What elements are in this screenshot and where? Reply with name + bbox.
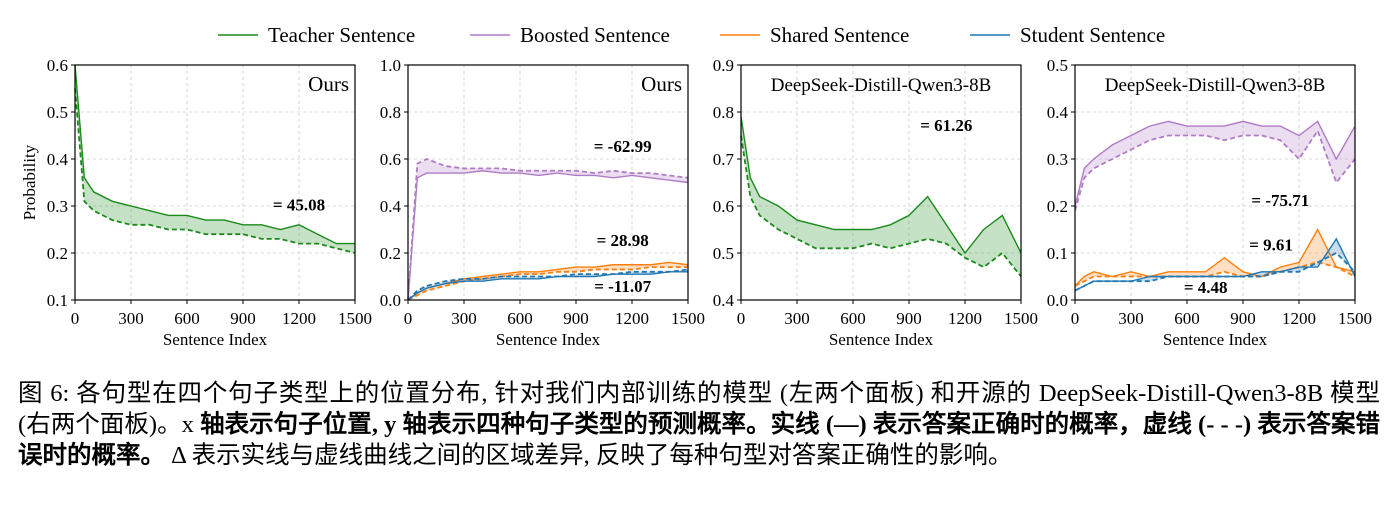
y-tick-label: 0.8 — [713, 103, 734, 122]
y-tick-label: 0.3 — [47, 197, 68, 216]
x-tick-label: 300 — [451, 309, 477, 328]
x-axis-label: Sentence Index — [1163, 330, 1268, 349]
series-student-sentence — [407, 268, 689, 301]
x-tick-label: 300 — [784, 309, 810, 328]
x-tick-label: 600 — [1174, 309, 1200, 328]
y-tick-label: 0.7 — [713, 150, 735, 169]
panel-3: 0.4 0.5 0.6 0.7 0.8 0.9 0 300 600 900 1200 1500 Deep… — [713, 56, 1038, 349]
incorrect-line — [74, 88, 356, 254]
y-tick-label: 0.6 — [380, 150, 401, 169]
delta-annotation: = 61.26 — [920, 116, 972, 135]
panel-1: 0.1 0.2 0.3 0.4 0.5 0.6 0 300 600 900 1200 1500 Ours… — [20, 56, 372, 349]
delta-annotation: = 28.98 — [597, 231, 649, 250]
y-tick-label: 1.0 — [380, 56, 401, 75]
series-teacher-sentence — [740, 116, 1022, 278]
delta-annotation: = -62.99 — [594, 137, 652, 156]
incorrect-line — [1074, 128, 1356, 211]
legend-label: Teacher Sentence — [268, 23, 415, 47]
delta-annotation: = 4.48 — [1184, 278, 1228, 297]
figure: Teacher Sentence Boosted Sentence Shared S… — [20, 23, 1372, 349]
x-tick-label: 900 — [563, 309, 589, 328]
y-tick-label: 0.0 — [1047, 291, 1068, 310]
x-tick-label: 300 — [118, 309, 144, 328]
y-tick-label: 0.5 — [47, 103, 68, 122]
y-tick-label: 0.1 — [47, 291, 68, 310]
x-tick-label: 600 — [507, 309, 533, 328]
delta-annotation: = 9.61 — [1249, 236, 1293, 255]
x-axis-label: Sentence Index — [829, 330, 934, 349]
x-axis-label: Sentence Index — [496, 330, 601, 349]
y-axis-label: Probability — [20, 144, 39, 220]
x-tick-label: 1200 — [948, 309, 982, 328]
x-tick-label: 1200 — [615, 309, 649, 328]
x-tick-label: 600 — [174, 309, 200, 328]
panel-title: DeepSeek-Distill-Qwen3-8B — [771, 75, 992, 96]
plot-frame — [74, 64, 356, 301]
plot-frame — [1074, 64, 1356, 301]
x-tick-label: 1500 — [1004, 309, 1038, 328]
delta-area — [741, 116, 1021, 277]
y-tick-label: 0.9 — [713, 56, 734, 75]
incorrect-line — [740, 135, 1022, 278]
legend-item: Teacher Sentence — [218, 23, 415, 47]
figure-caption: 图 6: 各句型在四个句子类型上的位置分布, 针对我们内部训练的模型 (左两个面… — [18, 378, 1380, 471]
caption-segment: Δ 表示实线与虚线曲线之间的区域差异, 反映了每种句型对答案正确性的影响。 — [165, 442, 1013, 469]
y-tick-label: 0.6 — [47, 56, 68, 75]
y-tick-label: 0.5 — [713, 244, 734, 263]
y-tick-label: 0.6 — [713, 197, 734, 216]
y-tick-label: 0.4 — [47, 150, 69, 169]
x-tick-label: 1500 — [1338, 309, 1372, 328]
y-tick-label: 0.0 — [380, 291, 401, 310]
x-tick-label: 900 — [230, 309, 256, 328]
y-tick-label: 0.2 — [1047, 197, 1068, 216]
x-tick-label: 1200 — [1282, 309, 1316, 328]
series-boosted-sentence — [1074, 120, 1356, 211]
panel-title: Ours — [308, 72, 349, 96]
legend-item: Shared Sentence — [720, 23, 909, 47]
incorrect-line — [407, 158, 689, 301]
delta-annotation: = -75.71 — [1251, 191, 1309, 210]
x-tick-label: 1500 — [338, 309, 372, 328]
x-tick-label: 0 — [1071, 309, 1080, 328]
delta-area — [1075, 121, 1355, 211]
legend-label: Shared Sentence — [770, 23, 909, 47]
x-tick-label: 900 — [1230, 309, 1256, 328]
y-tick-label: 0.2 — [47, 244, 68, 263]
y-tick-label: 0.4 — [380, 197, 402, 216]
x-tick-label: 0 — [737, 309, 746, 328]
caption-segment: 轴表示句子位置, y 轴表示四种句子类型的预测概率。实线 (—) 表示答案正确时… — [18, 411, 1380, 469]
legend-label: Boosted Sentence — [520, 23, 670, 47]
caption-segment: 图 6: 各句型在四个句子类型上的位置分布, 针对我们内部训练的模型 (左两个面… — [18, 380, 1380, 438]
x-tick-label: 1500 — [671, 309, 705, 328]
y-tick-label: 0.4 — [713, 291, 735, 310]
x-axis-label: Sentence Index — [163, 330, 268, 349]
x-tick-label: 600 — [840, 309, 866, 328]
y-tick-label: 0.5 — [1047, 56, 1068, 75]
plot-frame — [740, 64, 1022, 301]
incorrect-line — [407, 268, 689, 301]
legend-label: Student Sentence — [1020, 23, 1165, 47]
x-tick-label: 900 — [896, 309, 922, 328]
legend-item: Boosted Sentence — [470, 23, 670, 47]
x-tick-label: 1200 — [282, 309, 316, 328]
plot-frame — [407, 64, 689, 301]
delta-annotation: = 45.08 — [273, 196, 325, 215]
y-tick-label: 0.2 — [380, 244, 401, 263]
legend-item: Student Sentence — [970, 23, 1165, 47]
x-tick-label: 300 — [1118, 309, 1144, 328]
x-tick-label: 0 — [71, 309, 80, 328]
delta-annotation: = -11.07 — [594, 277, 651, 296]
y-tick-label: 0.4 — [1047, 103, 1069, 122]
y-tick-label: 0.1 — [1047, 244, 1068, 263]
panel-2: 0.0 0.2 0.4 0.6 0.8 1.0 0 300 600 900 1200 1500 Ours… — [380, 56, 705, 349]
y-tick-label: 0.8 — [380, 103, 401, 122]
incorrect-line — [407, 266, 688, 301]
series-boosted-sentence — [407, 158, 689, 301]
panel-title: Ours — [641, 72, 682, 96]
y-tick-label: 0.3 — [1047, 150, 1068, 169]
panel-4: 0.0 0.1 0.2 0.3 0.4 0.5 0 300 600 900 1200 1500 Deep… — [1047, 56, 1372, 349]
panel-title: DeepSeek-Distill-Qwen3-8B — [1105, 75, 1326, 96]
x-tick-label: 0 — [404, 309, 413, 328]
